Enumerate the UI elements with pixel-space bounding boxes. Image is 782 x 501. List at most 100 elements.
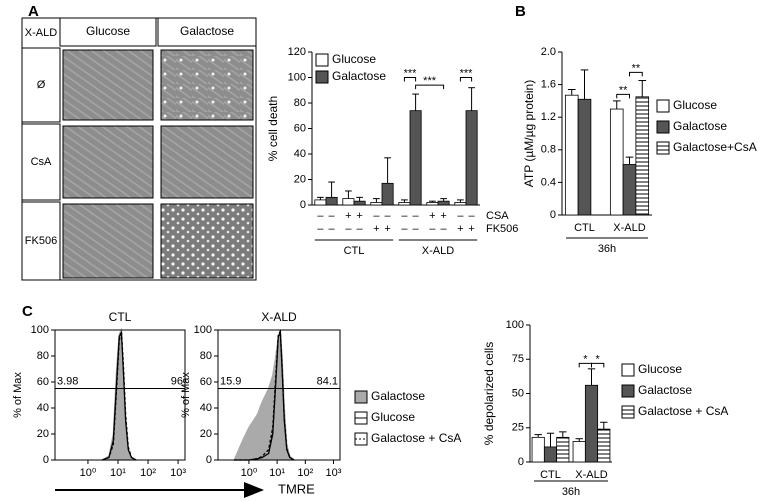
column-header: Glucose <box>86 24 130 38</box>
treatment-sign: – <box>373 210 380 222</box>
y-tick-label: 25 <box>512 422 524 434</box>
significance-label: *** <box>423 75 437 87</box>
significance-bracket <box>415 84 445 90</box>
legend-label: Galactose <box>638 383 692 397</box>
x-tick-label: CTL <box>574 222 595 234</box>
column-header: Galactose <box>180 24 234 38</box>
gate-label: 96 <box>171 375 183 387</box>
x-axis-label: 36h <box>562 486 580 498</box>
y-tick-label: 100 <box>31 324 49 336</box>
y-tick-label: 0 <box>206 454 212 466</box>
treatment-sign: – <box>457 210 464 222</box>
treatment-sign: + <box>468 223 474 235</box>
y-tick-label: 1.6 <box>541 79 556 91</box>
row-label-cell <box>21 201 61 281</box>
y-axis-label: ATP (µM/µg protein) <box>522 80 536 187</box>
significance-bracket <box>616 93 630 99</box>
legend-swatch <box>656 141 670 155</box>
y-tick-label: 1.2 <box>541 111 556 123</box>
significance-label: *** <box>460 67 474 79</box>
y-tick-label: 80 <box>294 97 306 109</box>
legend-swatch <box>656 120 670 134</box>
x-tick-label: 10¹ <box>110 467 126 479</box>
x-tick-label: 10⁰ <box>241 467 258 479</box>
significance-bracket <box>591 362 605 368</box>
y-tick-label: 120 <box>288 46 306 58</box>
gate-label: 3.98 <box>57 375 78 387</box>
treatment-sign: – <box>413 210 420 222</box>
x-tick-label: 10³ <box>326 467 342 479</box>
bar <box>584 384 599 463</box>
y-tick-label: 40 <box>200 402 212 414</box>
treatment-sign: – <box>329 223 336 235</box>
bar <box>437 200 450 206</box>
y-tick-label: 0 <box>300 199 306 211</box>
micrograph <box>62 49 154 121</box>
y-tick-label: 20 <box>37 428 49 440</box>
legend-label: Galactose <box>673 119 727 133</box>
bar <box>353 200 366 206</box>
y-tick-label: 0 <box>518 456 524 468</box>
x-tick-label: 10² <box>297 467 313 479</box>
legend-swatch <box>621 363 635 377</box>
treatment-sign: + <box>457 223 463 235</box>
histogram-area <box>233 329 296 461</box>
legend-label: Glucose <box>332 52 376 66</box>
plot-frame <box>217 329 341 461</box>
treatment-sign: + <box>384 223 390 235</box>
significance-label: * <box>583 353 588 365</box>
x-tick-label: X-ALD <box>575 469 607 481</box>
treatment-sign: – <box>385 210 392 222</box>
legend-swatch <box>315 53 329 67</box>
treatment-sign: – <box>329 210 336 222</box>
treatment-label: CSA <box>486 210 509 222</box>
bar <box>370 202 383 206</box>
legend-label: Glucose <box>371 410 415 424</box>
y-axis-label: % cell death <box>266 96 280 161</box>
micrograph <box>160 49 254 121</box>
treatment-sign: – <box>401 223 408 235</box>
y-axis-label: % of Max <box>12 372 24 418</box>
treatment-sign: – <box>429 223 436 235</box>
bar <box>465 110 478 206</box>
row-label-cell <box>21 123 61 201</box>
y-tick-label: 80 <box>200 350 212 362</box>
treatment-sign: – <box>357 223 364 235</box>
row-label: Ø <box>37 79 46 91</box>
x-axis-label: 36h <box>598 243 616 255</box>
bar <box>325 196 338 206</box>
legend-swatch <box>656 99 670 113</box>
x-tick-label: CTL <box>540 469 561 481</box>
y-tick-label: 2.0 <box>541 46 556 58</box>
legend-label: Galactose <box>371 389 425 403</box>
bar <box>556 436 570 463</box>
treatment-sign: – <box>413 223 420 235</box>
bar <box>531 436 545 463</box>
bar <box>564 94 579 216</box>
x-tick-label: 10⁰ <box>80 467 97 479</box>
y-tick-label: 0 <box>43 454 49 466</box>
bar <box>454 202 467 206</box>
significance-label: ** <box>619 84 628 96</box>
significance-bracket <box>459 77 473 82</box>
micrograph <box>160 203 254 279</box>
y-tick-label: 0.8 <box>541 144 556 156</box>
legend-label: Galactose + CsA <box>371 431 461 445</box>
y-tick-label: 40 <box>37 402 49 414</box>
panel-label: C <box>22 303 33 320</box>
group-label: X-ALD <box>422 245 454 257</box>
treatment-sign: – <box>469 210 476 222</box>
bar <box>577 98 592 216</box>
x-tick-label: 10² <box>140 467 156 479</box>
y-axis-label: % depolarized cells <box>482 342 496 445</box>
chart-title: CTL <box>109 310 132 324</box>
bar <box>314 199 327 206</box>
x-tick-label: 10³ <box>170 467 186 479</box>
treatment-sign: + <box>429 210 435 222</box>
x-tick-label: 10¹ <box>269 467 285 479</box>
treatment-sign: + <box>345 210 351 222</box>
treatment-label: FK506 <box>486 223 518 235</box>
legend-swatch <box>621 384 635 398</box>
row-label-cell <box>21 47 61 123</box>
